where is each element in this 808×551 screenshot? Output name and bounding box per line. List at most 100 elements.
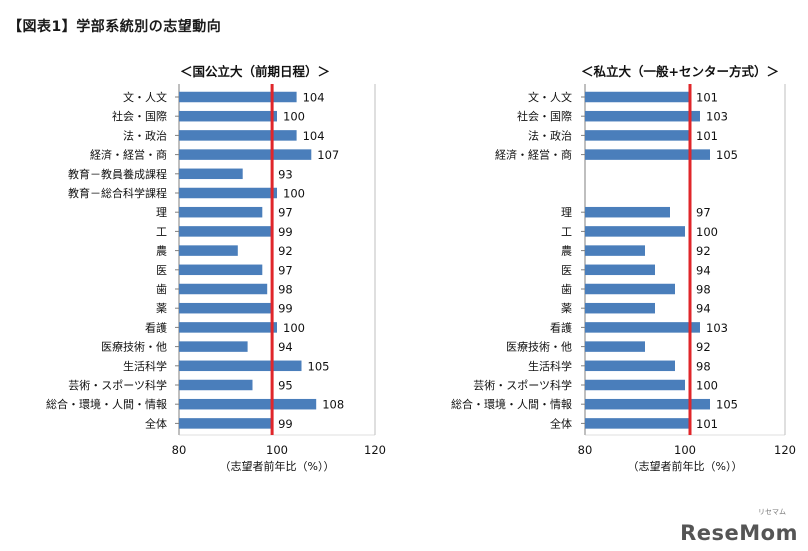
- bar: [179, 130, 297, 141]
- bar: [585, 360, 675, 372]
- bar: [179, 168, 243, 180]
- bar: [179, 360, 302, 372]
- x-axis-label: （志望者前年比（%））: [220, 459, 335, 473]
- bar: [585, 149, 710, 160]
- value-label: 94: [696, 302, 711, 316]
- category-label: 生活科学: [528, 359, 572, 373]
- category-label: 教育－総合科学課程: [68, 186, 167, 200]
- x-tick-label: 100: [266, 443, 288, 457]
- category-label: 医療技術・他: [101, 340, 167, 354]
- category-label: 総合・環境・人間・情報: [46, 397, 167, 411]
- value-label: 98: [278, 283, 293, 297]
- value-label: 100: [696, 225, 718, 239]
- bar: [585, 322, 700, 333]
- bar: [179, 226, 273, 237]
- panel-title: ＜国公立大（前期日程）＞: [180, 64, 330, 79]
- x-tick-label: 120: [364, 443, 386, 457]
- value-label: 103: [706, 110, 728, 124]
- panel-title: ＜私立大（一般+センター方式）＞: [581, 64, 779, 79]
- value-label: 101: [696, 129, 718, 143]
- bar: [179, 398, 317, 410]
- value-label: 101: [696, 417, 718, 431]
- x-tick-label: 100: [674, 443, 696, 457]
- bar: [585, 379, 685, 391]
- category-label: 歯: [561, 283, 572, 296]
- bar: [179, 187, 277, 199]
- category-label: 文・人文: [528, 90, 572, 104]
- value-label: 99: [278, 417, 293, 431]
- bar: [179, 206, 263, 218]
- bar: [179, 379, 253, 391]
- bar: [585, 398, 710, 410]
- bar: [585, 283, 675, 295]
- category-label: 農: [561, 244, 572, 258]
- x-axis-label: （志望者前年比（%））: [628, 459, 743, 473]
- brand-ruby: リセマム: [758, 508, 786, 516]
- value-label: 98: [696, 283, 711, 297]
- value-label: 94: [696, 263, 711, 277]
- bar: [585, 418, 690, 429]
- value-label: 99: [278, 302, 293, 316]
- category-label: 芸術・スポーツ科学: [68, 378, 167, 392]
- value-label: 97: [278, 263, 293, 277]
- value-label: 100: [283, 110, 305, 124]
- value-label: 108: [322, 398, 344, 412]
- bar: [585, 341, 645, 352]
- value-label: 100: [283, 187, 305, 201]
- value-label: 98: [696, 359, 711, 373]
- category-label: 教育－教員養成課程: [68, 167, 167, 181]
- category-label: 法・政治: [528, 128, 572, 142]
- value-label: 100: [283, 321, 305, 335]
- x-tick-label: 120: [774, 443, 796, 457]
- x-tick-label: 80: [172, 443, 187, 457]
- bar: [585, 245, 645, 256]
- category-label: 歯: [156, 283, 167, 296]
- bar: [179, 264, 263, 276]
- value-label: 92: [278, 244, 293, 258]
- category-label: 全体: [550, 416, 572, 430]
- category-label: 経済・経営・商: [90, 148, 167, 162]
- bar: [179, 302, 273, 314]
- figure-title: 【図表1】学部系統別の志望動向: [8, 19, 222, 35]
- bar: [179, 91, 297, 103]
- category-label: 薬: [561, 302, 572, 315]
- x-tick-label: 80: [578, 443, 593, 457]
- category-label: 全体: [145, 416, 167, 430]
- bar: [585, 130, 690, 141]
- value-label: 104: [303, 129, 325, 143]
- category-label: 理: [156, 206, 167, 219]
- value-label: 107: [317, 148, 339, 162]
- category-label: 社会・国際: [112, 109, 167, 123]
- category-label: 農: [156, 244, 167, 258]
- value-label: 105: [716, 148, 738, 162]
- category-label: 法・政治: [123, 128, 167, 142]
- category-label: 医: [561, 264, 572, 277]
- bar: [179, 418, 273, 429]
- category-label: 工: [156, 225, 167, 238]
- category-label: 生活科学: [123, 359, 167, 373]
- category-label: 看護: [145, 320, 167, 334]
- category-label: 薬: [156, 302, 167, 315]
- value-label: 101: [696, 91, 718, 105]
- value-label: 93: [278, 167, 293, 181]
- category-label: 工: [561, 225, 572, 238]
- value-label: 92: [696, 244, 711, 258]
- category-label: 総合・環境・人間・情報: [451, 397, 572, 411]
- category-label: 看護: [550, 320, 572, 334]
- bar: [585, 91, 690, 103]
- bar: [179, 110, 277, 122]
- category-label: 理: [561, 206, 572, 219]
- value-label: 97: [278, 206, 293, 220]
- value-label: 92: [696, 340, 711, 354]
- bar: [585, 264, 655, 276]
- category-label: 芸術・スポーツ科学: [473, 378, 572, 392]
- value-label: 97: [696, 206, 711, 220]
- category-label: 経済・経営・商: [495, 148, 572, 162]
- category-label: 社会・国際: [517, 109, 572, 123]
- category-label: 医: [156, 264, 167, 277]
- bar: [585, 226, 685, 237]
- value-label: 105: [308, 359, 330, 373]
- brand-logo: ReseMom: [680, 521, 798, 545]
- value-label: 104: [303, 91, 325, 105]
